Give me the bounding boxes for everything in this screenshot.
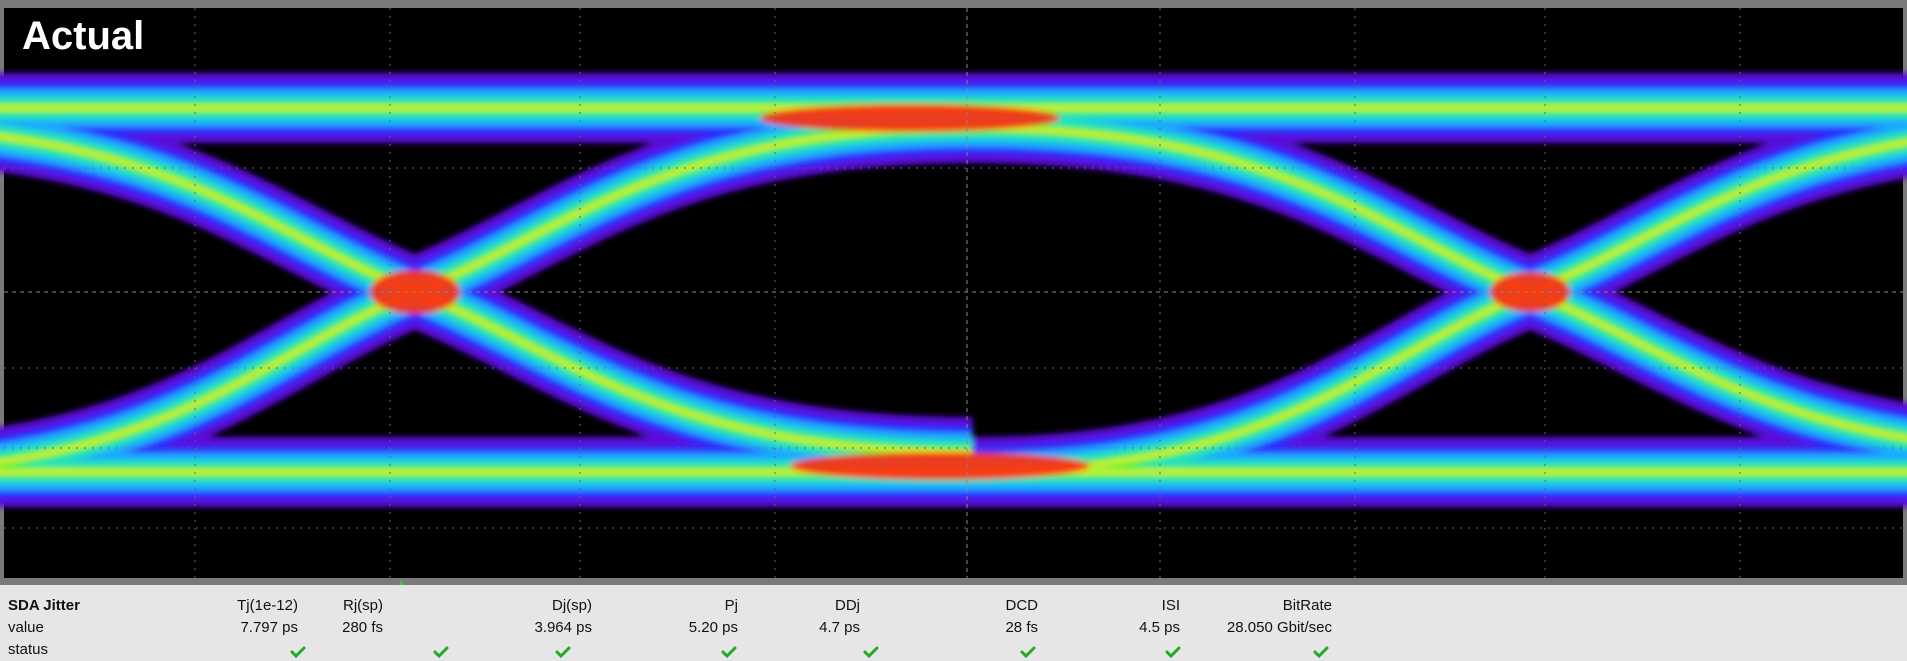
table-cell: 7.797 ps xyxy=(240,619,298,636)
table-cell: Rj(sp) xyxy=(343,597,383,614)
table-cell: DCD xyxy=(1006,597,1039,614)
table-cell: status xyxy=(8,641,48,658)
table-cell: Tj(1e-12) xyxy=(237,597,298,614)
table-cell: 280 fs xyxy=(342,619,383,636)
table-cell: 4.5 ps xyxy=(1139,619,1180,636)
table-cell: 28.050 Gbit/sec xyxy=(1227,619,1332,636)
table-cell: SDA Jitter xyxy=(8,597,80,614)
table-cell: Dj(sp) xyxy=(552,597,592,614)
table-cell: Pj xyxy=(725,597,738,614)
table-cell: 28 fs xyxy=(1005,619,1038,636)
table-cell: value xyxy=(8,619,44,636)
eye-trace xyxy=(790,452,1090,480)
eye-trace xyxy=(760,104,1060,132)
table-cell: ISI xyxy=(1162,597,1180,614)
scope-window: Actual SDA Jitter Tj(1e-12) Rj(sp) Dj(sp) Pj… xyxy=(0,0,1907,661)
table-cell: DDj xyxy=(835,597,860,614)
table-cell: 5.20 ps xyxy=(689,619,738,636)
table-cell: 4.7 ps xyxy=(819,619,860,636)
screen-title: Actual xyxy=(22,14,144,59)
table-cell: BitRate xyxy=(1283,597,1332,614)
table-cell: 3.964 ps xyxy=(534,619,592,636)
eye-diagram xyxy=(0,0,1907,585)
